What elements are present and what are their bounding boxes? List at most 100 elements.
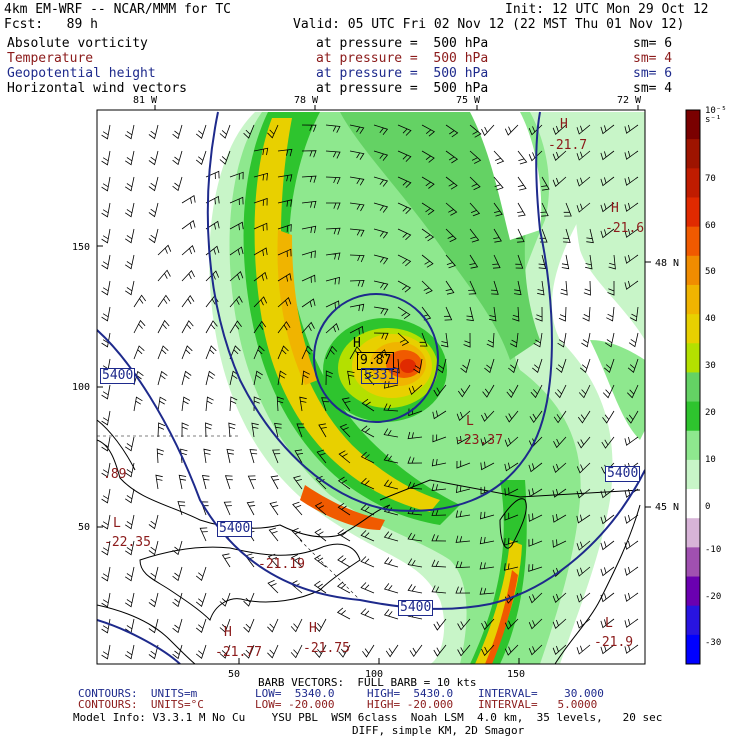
wind-barb xyxy=(101,150,111,166)
wind-barb xyxy=(338,450,351,464)
wind-barb xyxy=(349,303,365,312)
wind-barb xyxy=(251,422,259,438)
wind-barb xyxy=(223,501,232,516)
wind-barb xyxy=(600,228,615,239)
wind-barb xyxy=(603,358,615,373)
wind-barb xyxy=(268,527,279,542)
wind-barb xyxy=(602,410,615,424)
wind-barb xyxy=(133,345,145,360)
wind-barb xyxy=(253,247,268,256)
vorticity-shading xyxy=(209,112,645,664)
contours-height-interval: INTERVAL= 30.000 xyxy=(478,687,604,700)
high-s-mark: H xyxy=(224,625,232,640)
wind-barb xyxy=(337,529,351,542)
wind-barb xyxy=(195,618,207,633)
wind-barb xyxy=(301,274,316,283)
lon-label-75w: 75 W xyxy=(456,95,481,106)
wind-barb xyxy=(373,349,388,360)
x-tick-50: 50 xyxy=(228,669,241,680)
wind-barb xyxy=(432,410,447,420)
wind-barb xyxy=(360,504,375,516)
wind-barb xyxy=(624,150,639,160)
wind-barb xyxy=(181,245,196,256)
wind-barb xyxy=(101,488,111,504)
wind-barb xyxy=(349,124,365,134)
wind-barb xyxy=(576,644,591,655)
wind-barbs xyxy=(101,124,639,660)
wind-barb xyxy=(124,150,135,166)
wind-barb xyxy=(101,514,111,530)
wind-barb xyxy=(277,148,293,157)
wind-barb xyxy=(277,174,293,182)
wind-barb xyxy=(325,227,341,235)
center-h-mark: H xyxy=(353,336,361,351)
wind-barb xyxy=(181,270,195,282)
wind-barb xyxy=(172,566,183,582)
wind-barb xyxy=(205,320,218,334)
wind-barb xyxy=(508,358,519,374)
wind-barb xyxy=(253,296,268,308)
wind-barb xyxy=(101,566,111,582)
wind-barb xyxy=(421,228,435,242)
wind-barb xyxy=(600,618,615,629)
wind-barb xyxy=(325,370,333,386)
wind-barb xyxy=(538,254,547,269)
colorbar-swatch xyxy=(686,518,700,548)
high-n-mark: H xyxy=(560,117,568,132)
wind-barb xyxy=(181,220,196,230)
wind-barb xyxy=(373,150,389,161)
wind-barb xyxy=(421,150,435,163)
wind-barb xyxy=(360,425,375,438)
wind-barb xyxy=(157,244,172,256)
field-sm-wind: sm= 4 xyxy=(633,81,673,96)
colorbar-swatch xyxy=(686,634,700,665)
contours-height-label: CONTOURS: UNITS=m xyxy=(78,687,198,700)
wind-barb xyxy=(337,502,351,516)
wind-barb xyxy=(480,511,495,520)
wind-barb xyxy=(124,488,135,504)
field-sm-vorticity: sm= 6 xyxy=(633,36,673,51)
wind-barb xyxy=(431,559,447,568)
wind-barb xyxy=(124,124,135,140)
contours-temp-label: CONTOURS: UNITS=°C xyxy=(78,698,204,711)
wind-barb xyxy=(552,514,567,523)
wind-barb xyxy=(314,618,327,633)
wind-barb xyxy=(172,618,183,634)
wind-barb xyxy=(409,644,423,658)
wind-barb xyxy=(172,124,183,140)
wind-barb xyxy=(445,124,459,138)
wind-barb xyxy=(253,271,268,282)
wind-barb xyxy=(576,124,591,135)
wind-barb xyxy=(407,532,423,542)
wind-barb xyxy=(383,453,399,464)
wind-barb xyxy=(291,527,303,542)
wind-barb xyxy=(349,346,362,360)
wind-barb xyxy=(528,564,543,572)
wind-barb xyxy=(530,384,543,399)
wind-barb xyxy=(124,254,135,270)
wind-barb xyxy=(201,475,210,490)
wind-barb xyxy=(195,566,207,581)
wind-barb xyxy=(552,462,567,473)
wind-barb xyxy=(361,398,375,412)
wind-barb xyxy=(504,124,519,136)
wind-barb xyxy=(360,530,375,542)
wind-barb xyxy=(229,246,244,256)
wind-barb xyxy=(373,202,389,213)
wind-barb xyxy=(360,608,375,620)
wind-barb xyxy=(383,403,399,412)
wind-barb xyxy=(294,449,304,464)
lat-label-48n: 48 N xyxy=(655,258,680,269)
wind-barb xyxy=(219,150,231,165)
wind-barb xyxy=(421,280,433,294)
wind-barb xyxy=(408,384,423,395)
wind-barb xyxy=(155,474,163,490)
wind-barb xyxy=(421,176,435,189)
colorbar-swatch xyxy=(686,314,700,344)
init-time: Init: 12 UTC Mon 29 Oct 12 xyxy=(505,2,709,17)
wind-barb xyxy=(181,422,189,438)
wind-barb xyxy=(517,176,527,191)
high-s2-temp: -21.75 xyxy=(303,641,350,656)
wind-barb xyxy=(301,298,316,308)
wind-barb xyxy=(558,306,567,322)
